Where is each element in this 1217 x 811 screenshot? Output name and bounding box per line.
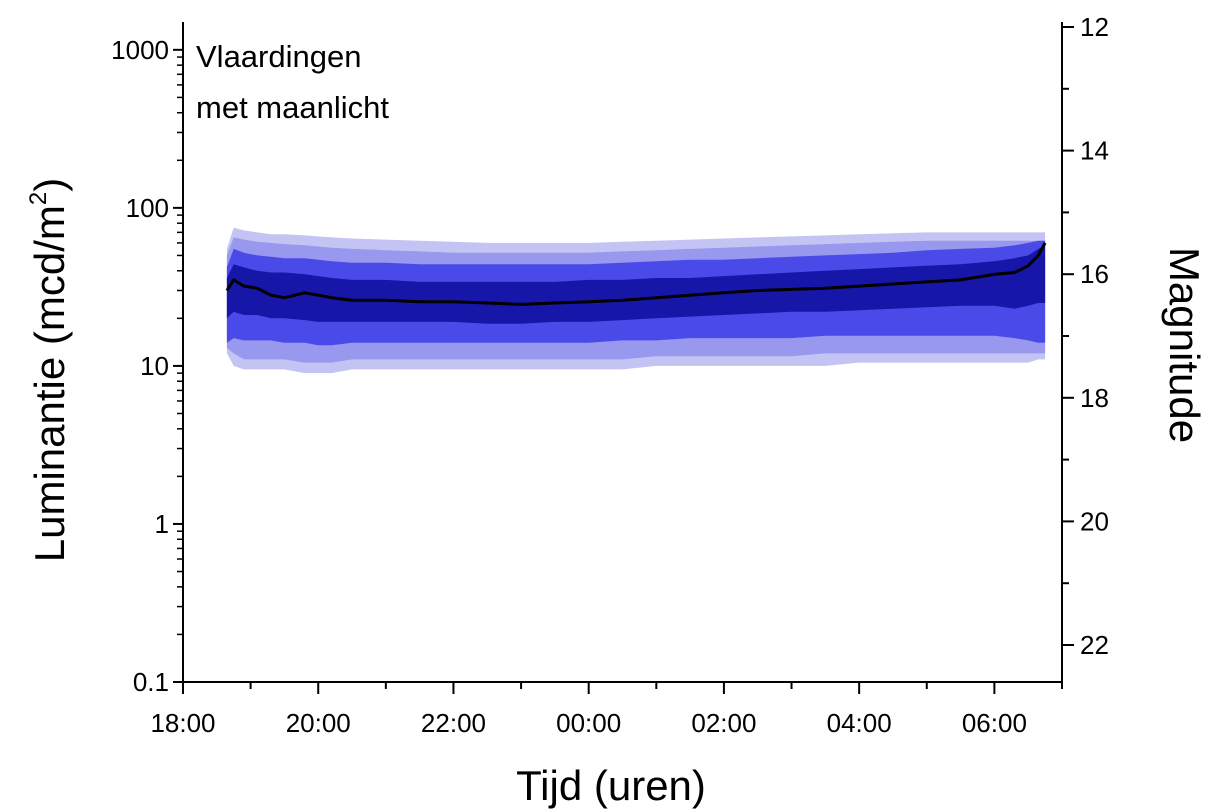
y-tick-label: 10 (140, 351, 169, 381)
y-axis-title: Luminantie (mcd/m2) (25, 178, 73, 562)
y-tick-label: 0.1 (133, 667, 169, 697)
annotation-line-1: Vlaardingen (196, 39, 361, 74)
y-axis-title-end: ) (26, 178, 73, 192)
median-line (225, 242, 1047, 306)
tick-marks (173, 26, 1074, 694)
y2-tick-label: 20 (1080, 506, 1109, 536)
y-tick-label: 1000 (111, 35, 169, 65)
x-tick-label: 22:00 (421, 708, 486, 738)
x-tick-label: 06:00 (962, 708, 1027, 738)
y2-tick-label: 12 (1080, 12, 1109, 42)
x-tick-label: 18:00 (150, 708, 215, 738)
y2-tick-label: 18 (1080, 383, 1109, 413)
x-tick-label: 04:00 (827, 708, 892, 738)
annotation-line-2: met maanlicht (196, 90, 389, 125)
band-band-inner (226, 245, 1046, 324)
y-tick-label: 1 (155, 509, 169, 539)
x-tick-label: 00:00 (556, 708, 621, 738)
tick-labels: 18:00 20:00 22:00 00:00 02:00 04:00 06:00 0.1 1 1… (111, 12, 1109, 738)
y2-axis-title: Magnitude (1161, 247, 1208, 443)
y-axis-title-main: Luminantie (mcd/m (26, 205, 73, 562)
x-tick-label: 02:00 (691, 708, 756, 738)
median-line-layer (225, 242, 1047, 306)
y-tick-label: 100 (126, 193, 169, 223)
y2-tick-label: 22 (1080, 630, 1109, 660)
x-axis-title: Tijd (uren) (516, 762, 706, 809)
x-tick-label: 20:00 (286, 708, 351, 738)
percentile-bands (226, 227, 1046, 374)
y2-tick-label: 16 (1080, 259, 1109, 289)
y2-tick-label: 14 (1080, 136, 1109, 166)
y-axis-title-superscript: 2 (25, 192, 52, 205)
